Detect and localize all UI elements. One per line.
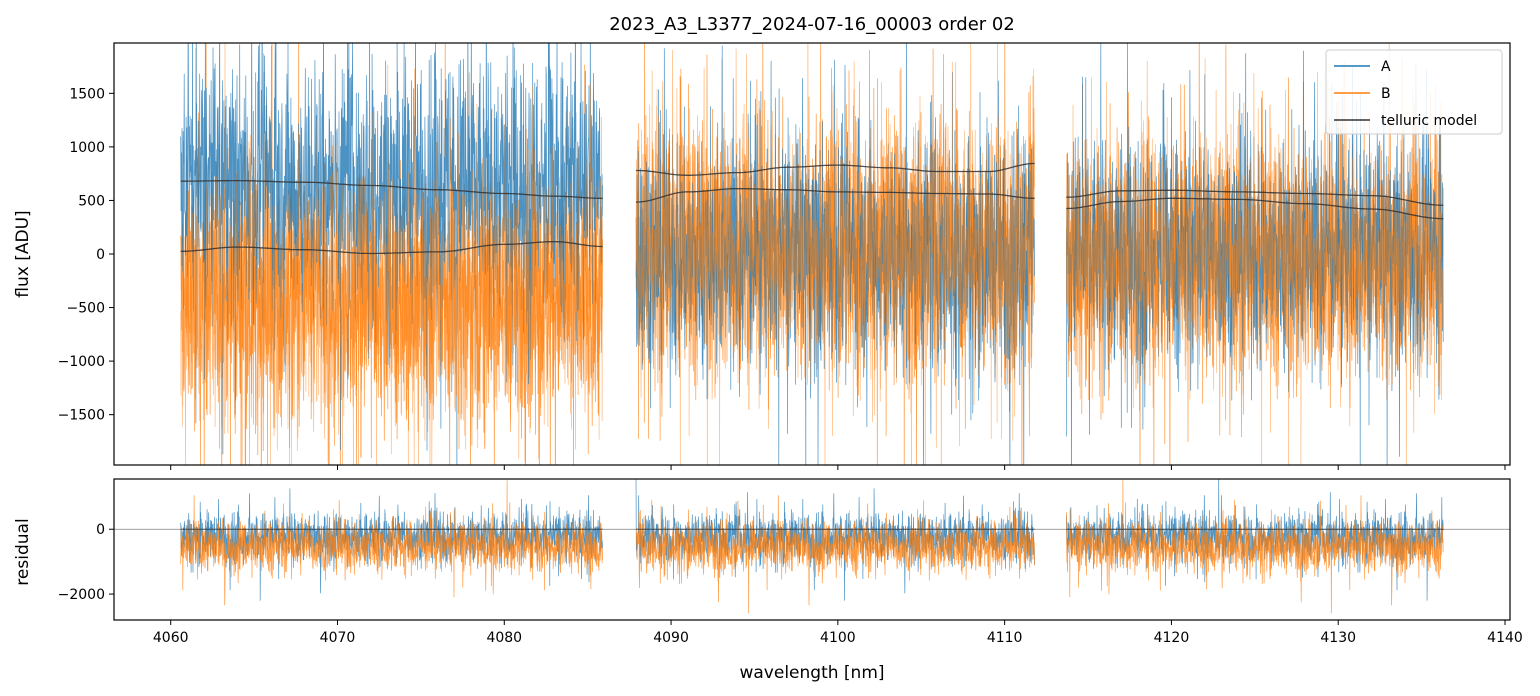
flux-y-tick-label: 0: [96, 247, 105, 263]
residual-series-b-segment-2: [635, 495, 1035, 614]
telluric-model-curve-4: [635, 188, 1035, 203]
telluric-model-curve-1: [180, 179, 603, 199]
flux-panel: −1500 −1000 −500 0 500 1000 1500 flux [ADU] A …: [13, 42, 1511, 470]
flux-y-tick-label: 1500: [69, 86, 105, 102]
x-tick-label: 4120: [1154, 630, 1190, 646]
residual-series-b-segment-3: [1065, 480, 1444, 614]
x-tick-label: 4080: [486, 630, 522, 646]
residual-y-tick-label: −2000: [58, 587, 105, 603]
x-tick-label: 4110: [987, 630, 1023, 646]
x-tick-label: 4070: [320, 630, 356, 646]
telluric-model-curve-5: [1066, 189, 1444, 206]
flux-series-b-segment-2-overlay: [635, 43, 1035, 465]
flux-y-axis-label: flux [ADU]: [13, 210, 33, 297]
flux-plot-area: [180, 43, 1444, 465]
flux-y-tick-label: −500: [67, 301, 105, 317]
legend-label-a: A: [1381, 59, 1391, 75]
x-axis-label: wavelength [nm]: [739, 663, 884, 683]
flux-x-ticks: [170, 465, 1506, 470]
flux-y-tick-label: −1500: [58, 408, 105, 424]
flux-series-b-segment-1-overlay: [180, 43, 603, 465]
residual-plot-area: [114, 479, 1510, 614]
legend: A B telluric model: [1325, 49, 1503, 135]
flux-y-tick-label: 500: [78, 193, 105, 209]
x-tick-label: 4090: [653, 630, 689, 646]
x-tick-label: 4130: [1320, 630, 1356, 646]
x-tick-label: 4060: [153, 630, 189, 646]
residual-axes-frame: [113, 478, 1511, 621]
residual-x-ticks: 4060 4070 4080 4090 4100 4110 4120 4130 4140: [153, 620, 1523, 646]
telluric-model-curve-2: [180, 241, 603, 255]
flux-series-b-segment-3-overlay: [1065, 43, 1444, 465]
residual-series-b-segment-1: [180, 480, 603, 606]
flux-y-tick-label: −1000: [58, 354, 105, 370]
flux-y-tick-label: 1000: [69, 140, 105, 156]
residual-y-ticks: −2000 0: [58, 522, 114, 603]
legend-label-b: B: [1381, 86, 1391, 102]
flux-y-ticks: −1500 −1000 −500 0 500 1000 1500: [58, 86, 114, 424]
x-tick-label: 4140: [1487, 630, 1523, 646]
legend-box: [1325, 49, 1503, 135]
telluric-model-curve-3: [636, 162, 1035, 176]
residual-y-tick-label: 0: [96, 522, 105, 538]
x-tick-label: 4100: [820, 630, 856, 646]
chart-title: 2023_A3_L3377_2024-07-16_00003 order 02: [609, 14, 1015, 35]
residual-y-axis-label: residual: [13, 518, 33, 585]
legend-label-telluric: telluric model: [1381, 113, 1477, 129]
telluric-model-curve-6: [1066, 197, 1444, 220]
